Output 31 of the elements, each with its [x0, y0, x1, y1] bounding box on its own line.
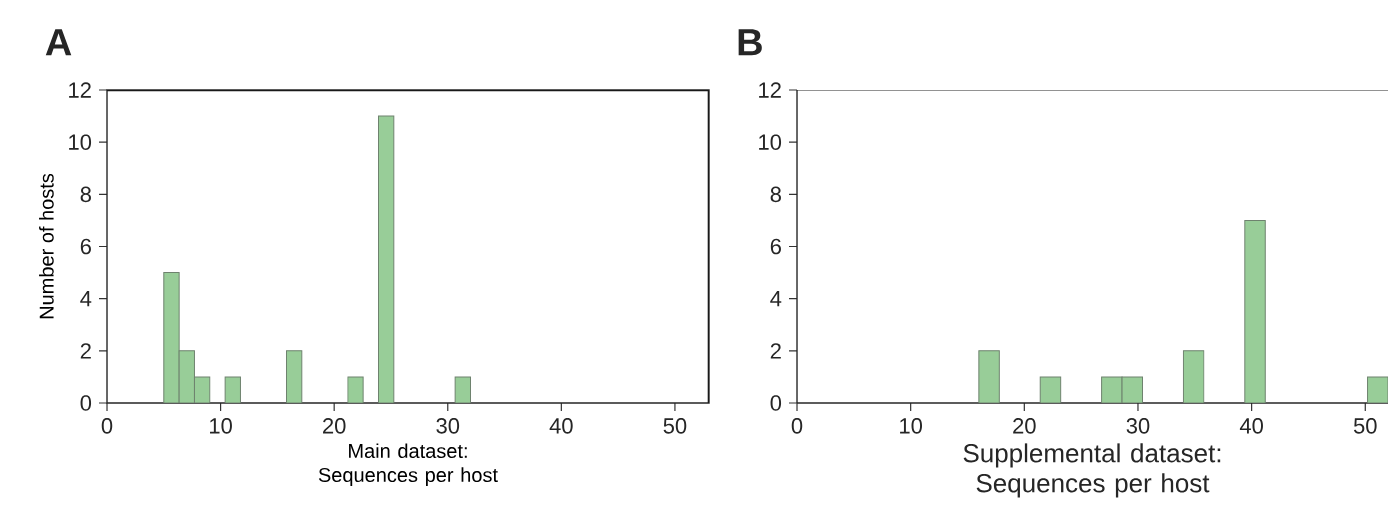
y-tick-label: 4 — [80, 291, 92, 307]
x-tick-label: 40 — [1239, 418, 1263, 434]
x-tick-label: 0 — [101, 418, 113, 434]
x-tick-label: 50 — [663, 418, 687, 434]
y-tick-label: 0 — [770, 395, 782, 411]
x-axis-title: Supplemental dataset: Sequences per host — [963, 443, 1221, 498]
x-tick-label: 10 — [900, 418, 923, 434]
x-tick-label: 50 — [1353, 418, 1377, 434]
chart-title: A — [45, 29, 72, 56]
y-tick-label: 6 — [80, 238, 91, 255]
y-tick-label: 4 — [770, 291, 782, 307]
y-tick-label: 6 — [770, 238, 781, 255]
y-tick-label: 2 — [770, 343, 781, 359]
y-tick-label: 12 — [69, 82, 91, 98]
x-tick-label: 30 — [1126, 418, 1150, 434]
y-tick-label: 8 — [770, 186, 781, 203]
y-tick-label: 12 — [759, 82, 781, 98]
y-tick-label: 2 — [80, 343, 91, 359]
y-axis-title: Number of hosts — [39, 173, 54, 319]
x-tick-label: 20 — [323, 418, 346, 434]
x-tick-label: 30 — [436, 418, 460, 434]
x-tick-label: 40 — [549, 418, 573, 434]
y-tick-label: 10 — [759, 134, 782, 150]
y-tick-label: 8 — [80, 186, 91, 203]
x-tick-label: 10 — [210, 418, 232, 434]
x-tick-label: 20 — [1013, 418, 1036, 434]
y-tick-label: 0 — [80, 395, 92, 411]
y-tick-label: 10 — [69, 134, 92, 150]
x-tick-label: 0 — [791, 418, 803, 434]
chart-title: B — [738, 29, 762, 56]
x-axis-title: Main dataset: Sequences per host — [318, 443, 498, 487]
